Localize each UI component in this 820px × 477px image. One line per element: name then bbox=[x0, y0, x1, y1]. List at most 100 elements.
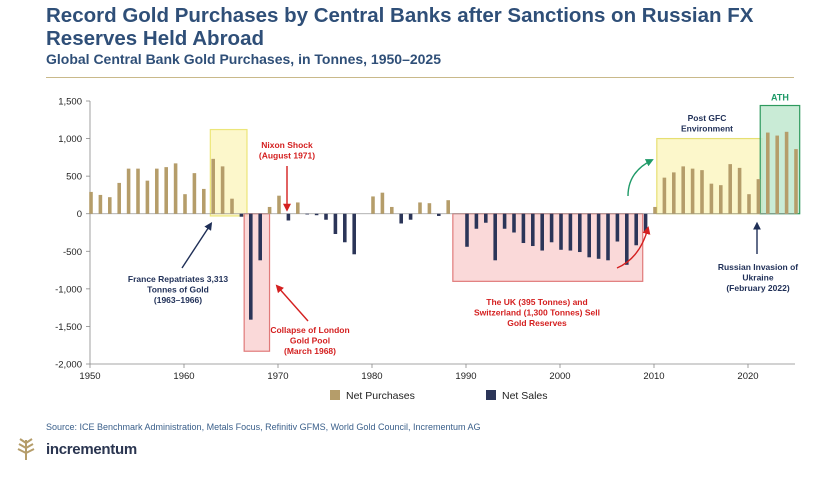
annotation-line: France Repatriates 3,313 bbox=[128, 274, 228, 284]
header-divider bbox=[46, 77, 794, 78]
annotation-line: Gold Pool bbox=[290, 336, 330, 346]
bar-net-sale bbox=[286, 213, 291, 221]
bar-net-sale bbox=[408, 213, 413, 220]
bar-net-purchase bbox=[653, 206, 657, 214]
x-tick-label: 1990 bbox=[455, 371, 476, 382]
bar-net-sale bbox=[606, 213, 610, 261]
y-tick-label: 0 bbox=[77, 209, 82, 220]
annotation-line: Ukraine bbox=[742, 273, 773, 283]
annotation-line: (August 1971) bbox=[259, 151, 315, 161]
bar-net-sale bbox=[258, 213, 262, 261]
bar-net-sale bbox=[493, 213, 497, 261]
bar-net-sale bbox=[540, 213, 544, 251]
y-tick-label: -1,500 bbox=[55, 322, 82, 333]
annotation-label: Russian Invasion of Ukraine (February 2022… bbox=[718, 262, 798, 293]
annotation-label: Nixon Shock (August 1971) bbox=[259, 140, 315, 161]
annotation-label: Post GFC Environment bbox=[681, 113, 733, 134]
bar-net-purchase bbox=[784, 131, 789, 214]
bar-net-purchase bbox=[192, 173, 197, 214]
bar-net-sale bbox=[333, 213, 338, 235]
bar-net-sale bbox=[521, 213, 526, 244]
bar-net-sale bbox=[465, 213, 469, 247]
bar-net-purchase bbox=[117, 182, 121, 214]
annotation-line: (1963–1966) bbox=[154, 295, 202, 305]
bar-net-sale bbox=[615, 213, 620, 242]
annotation-line: The UK (395 Tonnes) and bbox=[486, 297, 587, 307]
x-tick-label: 1950 bbox=[79, 371, 100, 382]
bar-net-purchase bbox=[700, 170, 704, 214]
bar-net-purchase bbox=[672, 172, 676, 214]
x-tick-label: 2010 bbox=[643, 371, 664, 382]
brand-name: incrementum bbox=[46, 440, 137, 458]
y-tick-label: -2,000 bbox=[55, 360, 82, 371]
bar-net-purchase bbox=[390, 206, 394, 214]
bar-net-sale bbox=[596, 213, 601, 259]
legend-label: Net Sales bbox=[502, 390, 548, 402]
bar-net-sale bbox=[643, 213, 648, 233]
bar-net-purchase bbox=[719, 185, 723, 214]
chart-subtitle: Global Central Bank Gold Purchases, in T… bbox=[46, 51, 441, 67]
annotation-line: (February 2022) bbox=[726, 283, 789, 293]
bar-net-purchase bbox=[230, 198, 234, 214]
y-tick-label: -1,000 bbox=[55, 284, 82, 295]
x-tick-label: 1980 bbox=[361, 371, 382, 382]
bar-net-purchase bbox=[775, 135, 779, 214]
bar-net-purchase bbox=[145, 180, 150, 214]
x-tick-label: 2020 bbox=[737, 371, 758, 382]
bar-net-purchase bbox=[418, 202, 422, 214]
bar-net-sale bbox=[324, 213, 328, 220]
bar-net-purchase bbox=[756, 179, 761, 214]
bar-net-sale bbox=[634, 213, 638, 246]
annotation-line: Collapse of London bbox=[270, 325, 349, 335]
annotation-line: Post GFC bbox=[688, 113, 727, 123]
bar-net-purchase bbox=[728, 164, 732, 214]
bar-net-sale bbox=[314, 213, 319, 216]
annotation-arrow bbox=[616, 226, 651, 269]
x-tick-label: 2000 bbox=[549, 371, 570, 382]
bar-net-purchase bbox=[136, 168, 140, 214]
bar-net-purchase bbox=[155, 168, 159, 214]
annotation-label: Collapse of London Gold Pool (March 1968) bbox=[270, 325, 349, 356]
bar-net-purchase bbox=[98, 194, 103, 214]
ath-label: ATH bbox=[771, 93, 789, 103]
bar-net-purchase bbox=[446, 200, 450, 214]
bar-net-sale bbox=[549, 213, 554, 243]
bar-net-sale bbox=[559, 213, 563, 250]
bar-net-sale bbox=[474, 213, 479, 229]
bar-net-purchase bbox=[766, 132, 770, 214]
wheat-logo-icon bbox=[17, 438, 35, 460]
highlight-box bbox=[243, 213, 271, 352]
bar-net-sale bbox=[249, 213, 253, 320]
bar-net-sale bbox=[531, 213, 535, 247]
bar-net-purchase bbox=[747, 194, 751, 214]
bar-net-purchase bbox=[681, 166, 685, 214]
bar-net-sale bbox=[578, 213, 582, 253]
bar-net-sale bbox=[352, 213, 356, 255]
bar-net-sale bbox=[587, 213, 591, 258]
y-tick-label: -500 bbox=[63, 247, 82, 258]
annotation-arrow bbox=[627, 159, 654, 197]
bar-net-purchase bbox=[108, 197, 112, 214]
annotation-label: The UK (395 Tonnes) and Switzerland (1,30… bbox=[474, 297, 600, 328]
bar-net-purchase bbox=[296, 202, 300, 214]
bar-net-purchase bbox=[662, 177, 667, 214]
bar-net-sale bbox=[568, 213, 573, 251]
bar-net-purchase bbox=[267, 206, 272, 214]
bar-net-purchase bbox=[371, 196, 375, 214]
bar-net-sale bbox=[502, 213, 507, 229]
chart-title: Record Gold Purchases by Central Banks a… bbox=[46, 4, 754, 50]
annotation-label: France Repatriates 3,313 Tonnes of Gold (1… bbox=[128, 274, 228, 305]
bar-net-purchase bbox=[126, 168, 131, 214]
highlight-box bbox=[209, 128, 248, 217]
annotation-arrow bbox=[275, 284, 309, 322]
bar-net-purchase bbox=[794, 149, 798, 214]
brand-logo: incrementum bbox=[14, 436, 137, 462]
annotation-line: Gold Reserves bbox=[507, 318, 567, 328]
bar-net-purchase bbox=[737, 167, 742, 214]
highlight-box bbox=[452, 213, 644, 282]
bar-net-sale bbox=[437, 213, 441, 216]
bar-net-purchase bbox=[164, 167, 168, 214]
annotation-line: Russian Invasion of bbox=[718, 262, 798, 272]
annotation-line: Environment bbox=[681, 124, 733, 134]
